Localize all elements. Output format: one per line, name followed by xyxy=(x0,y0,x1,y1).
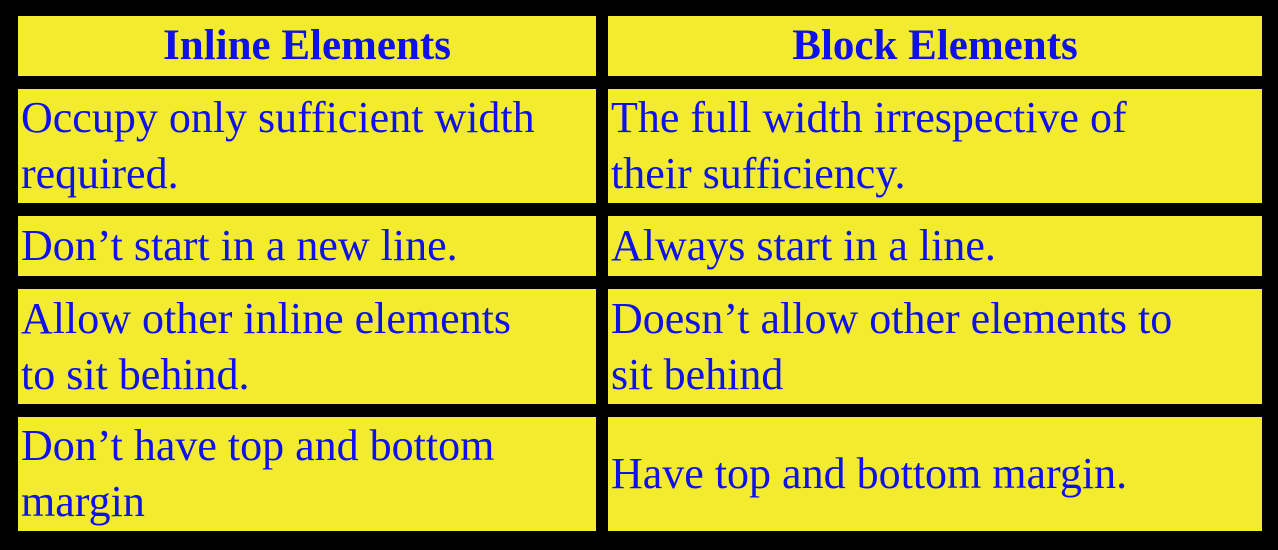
header-label: Block Elements xyxy=(792,22,1078,69)
cell-line: Occupy only sufficient width xyxy=(21,93,535,142)
cell-line: their sufficiency. xyxy=(611,149,906,198)
cell-line: margin xyxy=(21,477,145,526)
row-1-inline-cell: Occupy only sufficient width required. xyxy=(18,89,596,203)
cell-line: Have top and bottom margin. xyxy=(611,449,1128,498)
header-block-elements: Block Elements xyxy=(608,16,1262,76)
cell-line: Don’t have top and bottom xyxy=(21,421,495,470)
cell-line: Don’t start in a new line. xyxy=(21,221,458,270)
row-4-block-cell: Have top and bottom margin. xyxy=(608,417,1262,531)
cell-line: required. xyxy=(21,149,179,198)
row-3-inline-cell: Allow other inline elements to sit behin… xyxy=(18,289,596,404)
row-1-block-cell: The full width irrespective of their suf… xyxy=(608,89,1262,203)
cell-line: Allow other inline elements xyxy=(21,293,511,343)
cell-line: to sit behind. xyxy=(21,349,250,399)
cell-line: Always start in a line. xyxy=(611,221,996,270)
row-3-block-cell: Doesn’t allow other elements to sit behi… xyxy=(608,289,1262,404)
header-label: Inline Elements xyxy=(163,22,451,69)
cell-line: Doesn’t allow other elements to xyxy=(611,293,1173,343)
row-2-block-cell: Always start in a line. xyxy=(608,216,1262,276)
cell-line: The full width irrespective of xyxy=(611,93,1127,142)
header-inline-elements: Inline Elements xyxy=(18,16,596,76)
cell-line: sit behind xyxy=(611,349,784,399)
row-2-inline-cell: Don’t start in a new line. xyxy=(18,216,596,276)
row-4-inline-cell: Don’t have top and bottom margin xyxy=(18,417,596,531)
